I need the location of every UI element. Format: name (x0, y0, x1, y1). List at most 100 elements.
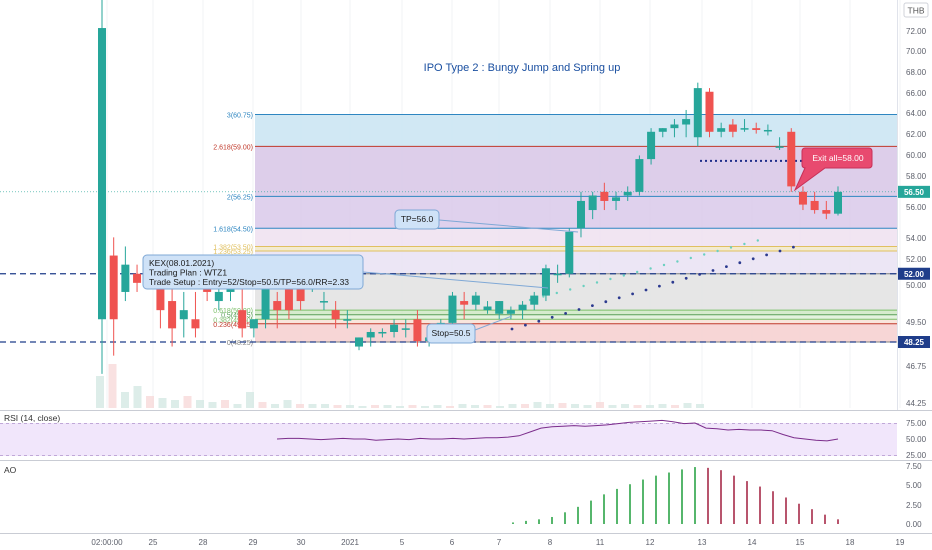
candle-body (822, 210, 831, 214)
fib-level-label: 0.5(49.75) (221, 313, 253, 320)
fib-level-label: 0(48.25) (227, 340, 253, 347)
parabolic-sar-dots (510, 239, 795, 331)
sar-dot (537, 319, 541, 323)
candle-body (168, 301, 177, 329)
candle-body (658, 128, 667, 132)
callout-pointer (474, 315, 513, 331)
stop-callout[interactable] (426, 323, 476, 344)
candle-body (541, 268, 550, 296)
candle-body (600, 191, 609, 201)
sar-dot (725, 265, 728, 268)
sar-dot (631, 292, 634, 296)
candle-body (834, 191, 842, 214)
ao-tick-label: 7.50 (906, 462, 922, 471)
volume-bar (521, 404, 529, 408)
candle-body (810, 200, 819, 211)
volume-bar (458, 404, 467, 408)
sar-dot (609, 277, 612, 281)
fib-level-label: 1.618(54.50) (213, 226, 253, 233)
volume-bar (296, 404, 304, 408)
volume-bar (258, 402, 267, 408)
candle-body (133, 273, 142, 283)
time-axis[interactable]: 02:00:00 25 28 29 30 2021 5 6 7 8 11 12 13 14 15 18 19 (91, 538, 905, 547)
volume-bar (146, 396, 154, 408)
sar-dot (595, 281, 599, 284)
time-tick-label: 12 (646, 538, 655, 547)
candle-body (401, 328, 410, 330)
volume-bar (333, 405, 342, 408)
fib-zone (255, 314, 897, 320)
time-tick-label: 8 (548, 538, 553, 547)
volume-bar (596, 402, 604, 408)
sar-dot (569, 288, 572, 291)
fib-zone (255, 310, 897, 315)
sar-dot (550, 315, 554, 319)
volume-bars (96, 364, 704, 408)
sar-dot (711, 269, 715, 272)
rsi-line (276, 419, 839, 442)
candle-body (483, 306, 492, 311)
tp-callout[interactable] (394, 209, 440, 230)
volume-bar (308, 404, 317, 408)
current-price-tag (898, 185, 930, 198)
volume-bar (408, 405, 417, 408)
candle-body (682, 119, 691, 125)
candle-body (565, 231, 574, 274)
ao-tick-label: 0.00 (906, 520, 922, 529)
price-tick-label: 62.00 (906, 130, 927, 139)
volume-bar (446, 406, 454, 408)
fib-zone (255, 228, 897, 247)
volume-bar (283, 400, 292, 408)
trading-plan-line: KEX(08.01.2021) (149, 258, 214, 268)
time-tick-label: 30 (297, 538, 306, 547)
volume-bar (183, 396, 192, 408)
volume-bar (433, 405, 442, 408)
volume-bar (421, 406, 429, 408)
sar-dot (756, 239, 759, 242)
time-tick-label: 29 (249, 538, 258, 547)
candle-body (238, 310, 247, 329)
fib-level-label: 3(60.75) (227, 113, 253, 120)
volume-bar (108, 364, 117, 408)
ao-tick-label: 2.50 (906, 501, 922, 510)
sar-dot (649, 267, 652, 270)
sar-dot (555, 291, 558, 295)
candle-body (798, 191, 807, 205)
sar-dot (671, 280, 675, 284)
sar-dot (684, 276, 688, 280)
rsi-tick-label: 25.00 (906, 451, 927, 460)
volume-bar (571, 404, 579, 408)
price-tick-label: 50.00 (906, 281, 927, 290)
price-tick-label: 52.00 (906, 255, 927, 264)
stop-label: Stop=50.5 (432, 328, 471, 338)
candle-body (588, 195, 597, 211)
sar-dot (716, 249, 719, 253)
volume-bar (358, 406, 367, 408)
currency-badge: THB (908, 6, 925, 16)
candle-body (191, 319, 200, 329)
chart-title: IPO Type 2 : Bungy Jump and Spring up (424, 62, 621, 74)
candle-body (98, 28, 106, 320)
sar-dot (510, 327, 514, 331)
price-tick-label: 60.00 (906, 151, 927, 160)
sar-dot (658, 284, 661, 288)
time-tick-label: 28 (199, 538, 208, 547)
candle-body (775, 146, 784, 148)
sar-dot (689, 256, 692, 260)
volume-bar (233, 404, 242, 408)
sar-dot (582, 284, 585, 288)
sar-dot (792, 245, 795, 249)
sar-dot (636, 270, 639, 274)
volume-bar (321, 404, 329, 408)
volume-bar (608, 405, 617, 408)
exit-callout[interactable] (793, 147, 873, 192)
volume-bar (558, 403, 567, 408)
price-tick-label: 44.25 (906, 399, 927, 408)
fib-level-label: 1.382(53.50) (213, 244, 253, 251)
volume-bar (383, 405, 392, 408)
candle-body (109, 255, 118, 320)
sar-dot (662, 263, 666, 267)
candle-body (623, 191, 632, 196)
candle-body (249, 319, 258, 329)
volume-bar (246, 392, 254, 408)
